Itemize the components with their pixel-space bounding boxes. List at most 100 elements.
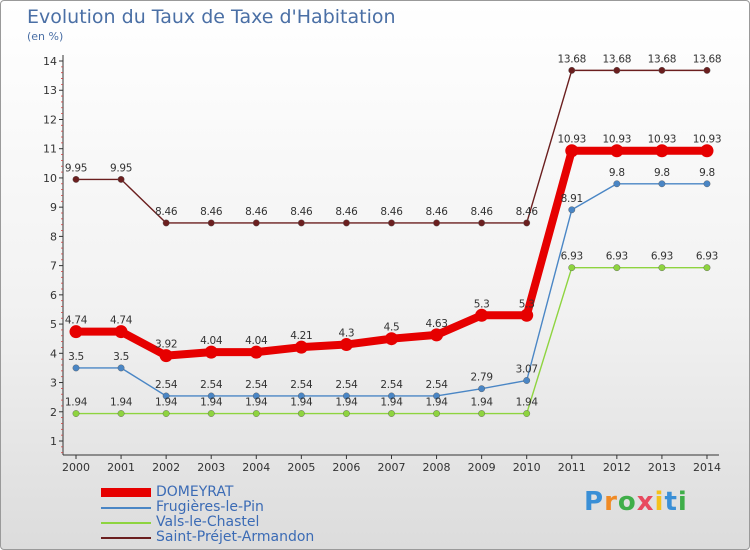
data-label: 2.54 xyxy=(380,379,403,391)
data-label: 9.8 xyxy=(609,167,625,179)
x-tick-label: 2006 xyxy=(332,461,360,474)
data-label: 8.46 xyxy=(380,206,403,218)
data-label: 1.94 xyxy=(200,397,223,409)
data-point xyxy=(207,410,215,417)
x-tick-label: 2009 xyxy=(468,461,496,474)
data-point xyxy=(72,364,80,372)
data-point xyxy=(117,175,125,183)
data-point xyxy=(252,392,260,400)
y-tick-label: 9 xyxy=(50,201,57,214)
data-label: 1.94 xyxy=(471,397,494,409)
x-tick-label: 2011 xyxy=(558,461,586,474)
y-tick-label: 12 xyxy=(43,113,57,126)
series-2 xyxy=(72,264,711,417)
data-point xyxy=(433,410,440,417)
data-point xyxy=(72,175,80,183)
data-label: 2.54 xyxy=(245,379,268,391)
x-tick-label: 2000 xyxy=(62,461,90,474)
data-point xyxy=(568,264,576,272)
x-tick-label: 2003 xyxy=(197,461,225,474)
data-point xyxy=(117,364,125,372)
data-point xyxy=(523,410,531,417)
data-point xyxy=(297,410,305,417)
data-label: 4.21 xyxy=(290,330,312,342)
data-point xyxy=(430,328,444,342)
data-point xyxy=(703,264,711,272)
data-label: 1.94 xyxy=(516,397,539,409)
data-point xyxy=(388,392,395,400)
data-point xyxy=(297,392,305,400)
data-label: 9.8 xyxy=(699,167,715,179)
data-point xyxy=(207,219,215,227)
series-0 xyxy=(69,144,714,363)
data-label: 8.46 xyxy=(335,206,358,218)
logo-letter: t xyxy=(664,487,678,517)
x-tick-label: 2013 xyxy=(648,461,676,474)
x-tick-label: 2004 xyxy=(242,461,270,474)
data-point xyxy=(339,338,353,352)
logo-letter: x xyxy=(636,487,655,517)
data-label: 2.54 xyxy=(335,379,358,391)
data-label: 1.94 xyxy=(65,397,88,409)
logo-letter: i xyxy=(677,487,688,517)
data-label: 2.54 xyxy=(290,379,313,391)
data-point xyxy=(249,345,263,359)
data-point xyxy=(613,180,621,188)
legend-item: DOMEYRAT xyxy=(101,484,361,500)
data-point xyxy=(162,219,170,227)
data-label: 2.79 xyxy=(471,372,493,384)
logo-letter: r xyxy=(604,487,618,517)
data-point xyxy=(252,219,260,227)
data-label: 8.46 xyxy=(155,206,178,218)
y-tick-label: 3 xyxy=(50,377,57,390)
data-point xyxy=(565,144,579,158)
legend-swatch xyxy=(101,522,151,524)
y-tick-label: 7 xyxy=(50,260,57,273)
data-point xyxy=(207,392,215,400)
data-label: 6.93 xyxy=(651,251,673,263)
y-tick-label: 8 xyxy=(50,230,57,243)
logo-letter: P xyxy=(584,487,605,517)
data-point xyxy=(655,144,669,158)
chart-legend: DOMEYRAT Frugières-le-Pin Vals-le-Chastel S… xyxy=(101,484,361,547)
series-3 xyxy=(72,66,711,227)
data-label: 10.93 xyxy=(693,134,722,146)
data-label: 5.3 xyxy=(519,298,535,310)
x-tick-label: 2005 xyxy=(287,461,315,474)
data-point xyxy=(252,410,260,417)
data-point xyxy=(162,410,170,417)
data-point xyxy=(478,219,486,227)
y-tick-label: 10 xyxy=(43,172,57,185)
data-point xyxy=(297,219,305,227)
data-label: 9.95 xyxy=(110,162,132,174)
data-label: 10.93 xyxy=(557,134,586,146)
data-label: 6.93 xyxy=(696,251,718,263)
data-point xyxy=(69,325,83,339)
data-label: 8.46 xyxy=(200,206,223,218)
x-tick-label: 2012 xyxy=(603,461,631,474)
data-label: 13.68 xyxy=(557,53,586,65)
series-labels-0: 4.74 4.74 3.92 4.04 4.04 4.21 4.3 4.5 4.63 5.3 5.3… xyxy=(65,134,722,351)
data-point xyxy=(343,410,350,417)
data-label: 4.04 xyxy=(200,335,223,347)
data-label: 6.93 xyxy=(606,251,628,263)
data-label: 8.46 xyxy=(425,206,448,218)
legend-label: DOMEYRAT xyxy=(156,484,234,500)
data-point xyxy=(613,264,621,272)
data-label: 9.8 xyxy=(654,167,670,179)
x-tick-label: 2007 xyxy=(377,461,405,474)
data-point xyxy=(703,180,711,188)
data-label: 1.94 xyxy=(110,397,133,409)
data-point xyxy=(568,206,576,214)
data-label: 4.74 xyxy=(65,315,88,327)
data-point xyxy=(703,66,711,74)
series-labels-1: 3.5 3.5 2.54 2.54 2.54 2.54 2.54 2.54 2.54 2.79 3.… xyxy=(68,167,715,391)
y-tick-label: 1 xyxy=(50,435,57,448)
data-label: 9.95 xyxy=(65,162,87,174)
data-point xyxy=(475,308,489,322)
data-point xyxy=(658,66,666,74)
x-tick-label: 2001 xyxy=(107,461,135,474)
data-point xyxy=(700,144,714,158)
